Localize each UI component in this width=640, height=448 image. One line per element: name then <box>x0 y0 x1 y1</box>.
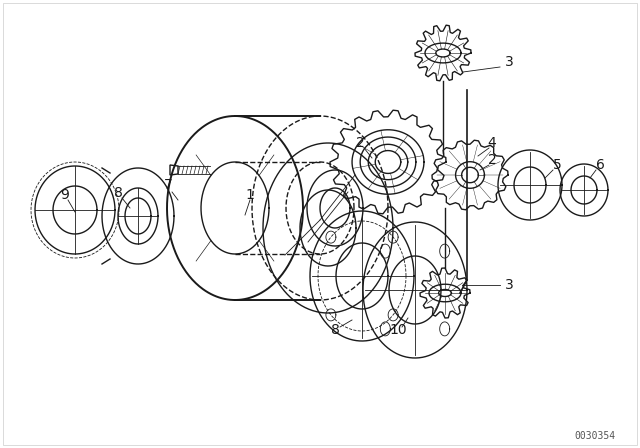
Text: 5: 5 <box>552 158 561 172</box>
Text: 6: 6 <box>596 158 604 172</box>
Polygon shape <box>170 165 178 175</box>
Text: 2: 2 <box>488 153 497 167</box>
Text: 3: 3 <box>504 55 513 69</box>
Text: 3: 3 <box>504 278 513 292</box>
Text: 8: 8 <box>331 323 339 337</box>
Text: 2: 2 <box>356 136 364 150</box>
Text: 0030354: 0030354 <box>575 431 616 441</box>
Text: 1: 1 <box>246 188 255 202</box>
Text: 9: 9 <box>61 188 69 202</box>
Text: 8: 8 <box>113 186 122 200</box>
Text: 10: 10 <box>389 323 407 337</box>
Text: 7: 7 <box>164 178 172 192</box>
Text: 4: 4 <box>488 136 497 150</box>
